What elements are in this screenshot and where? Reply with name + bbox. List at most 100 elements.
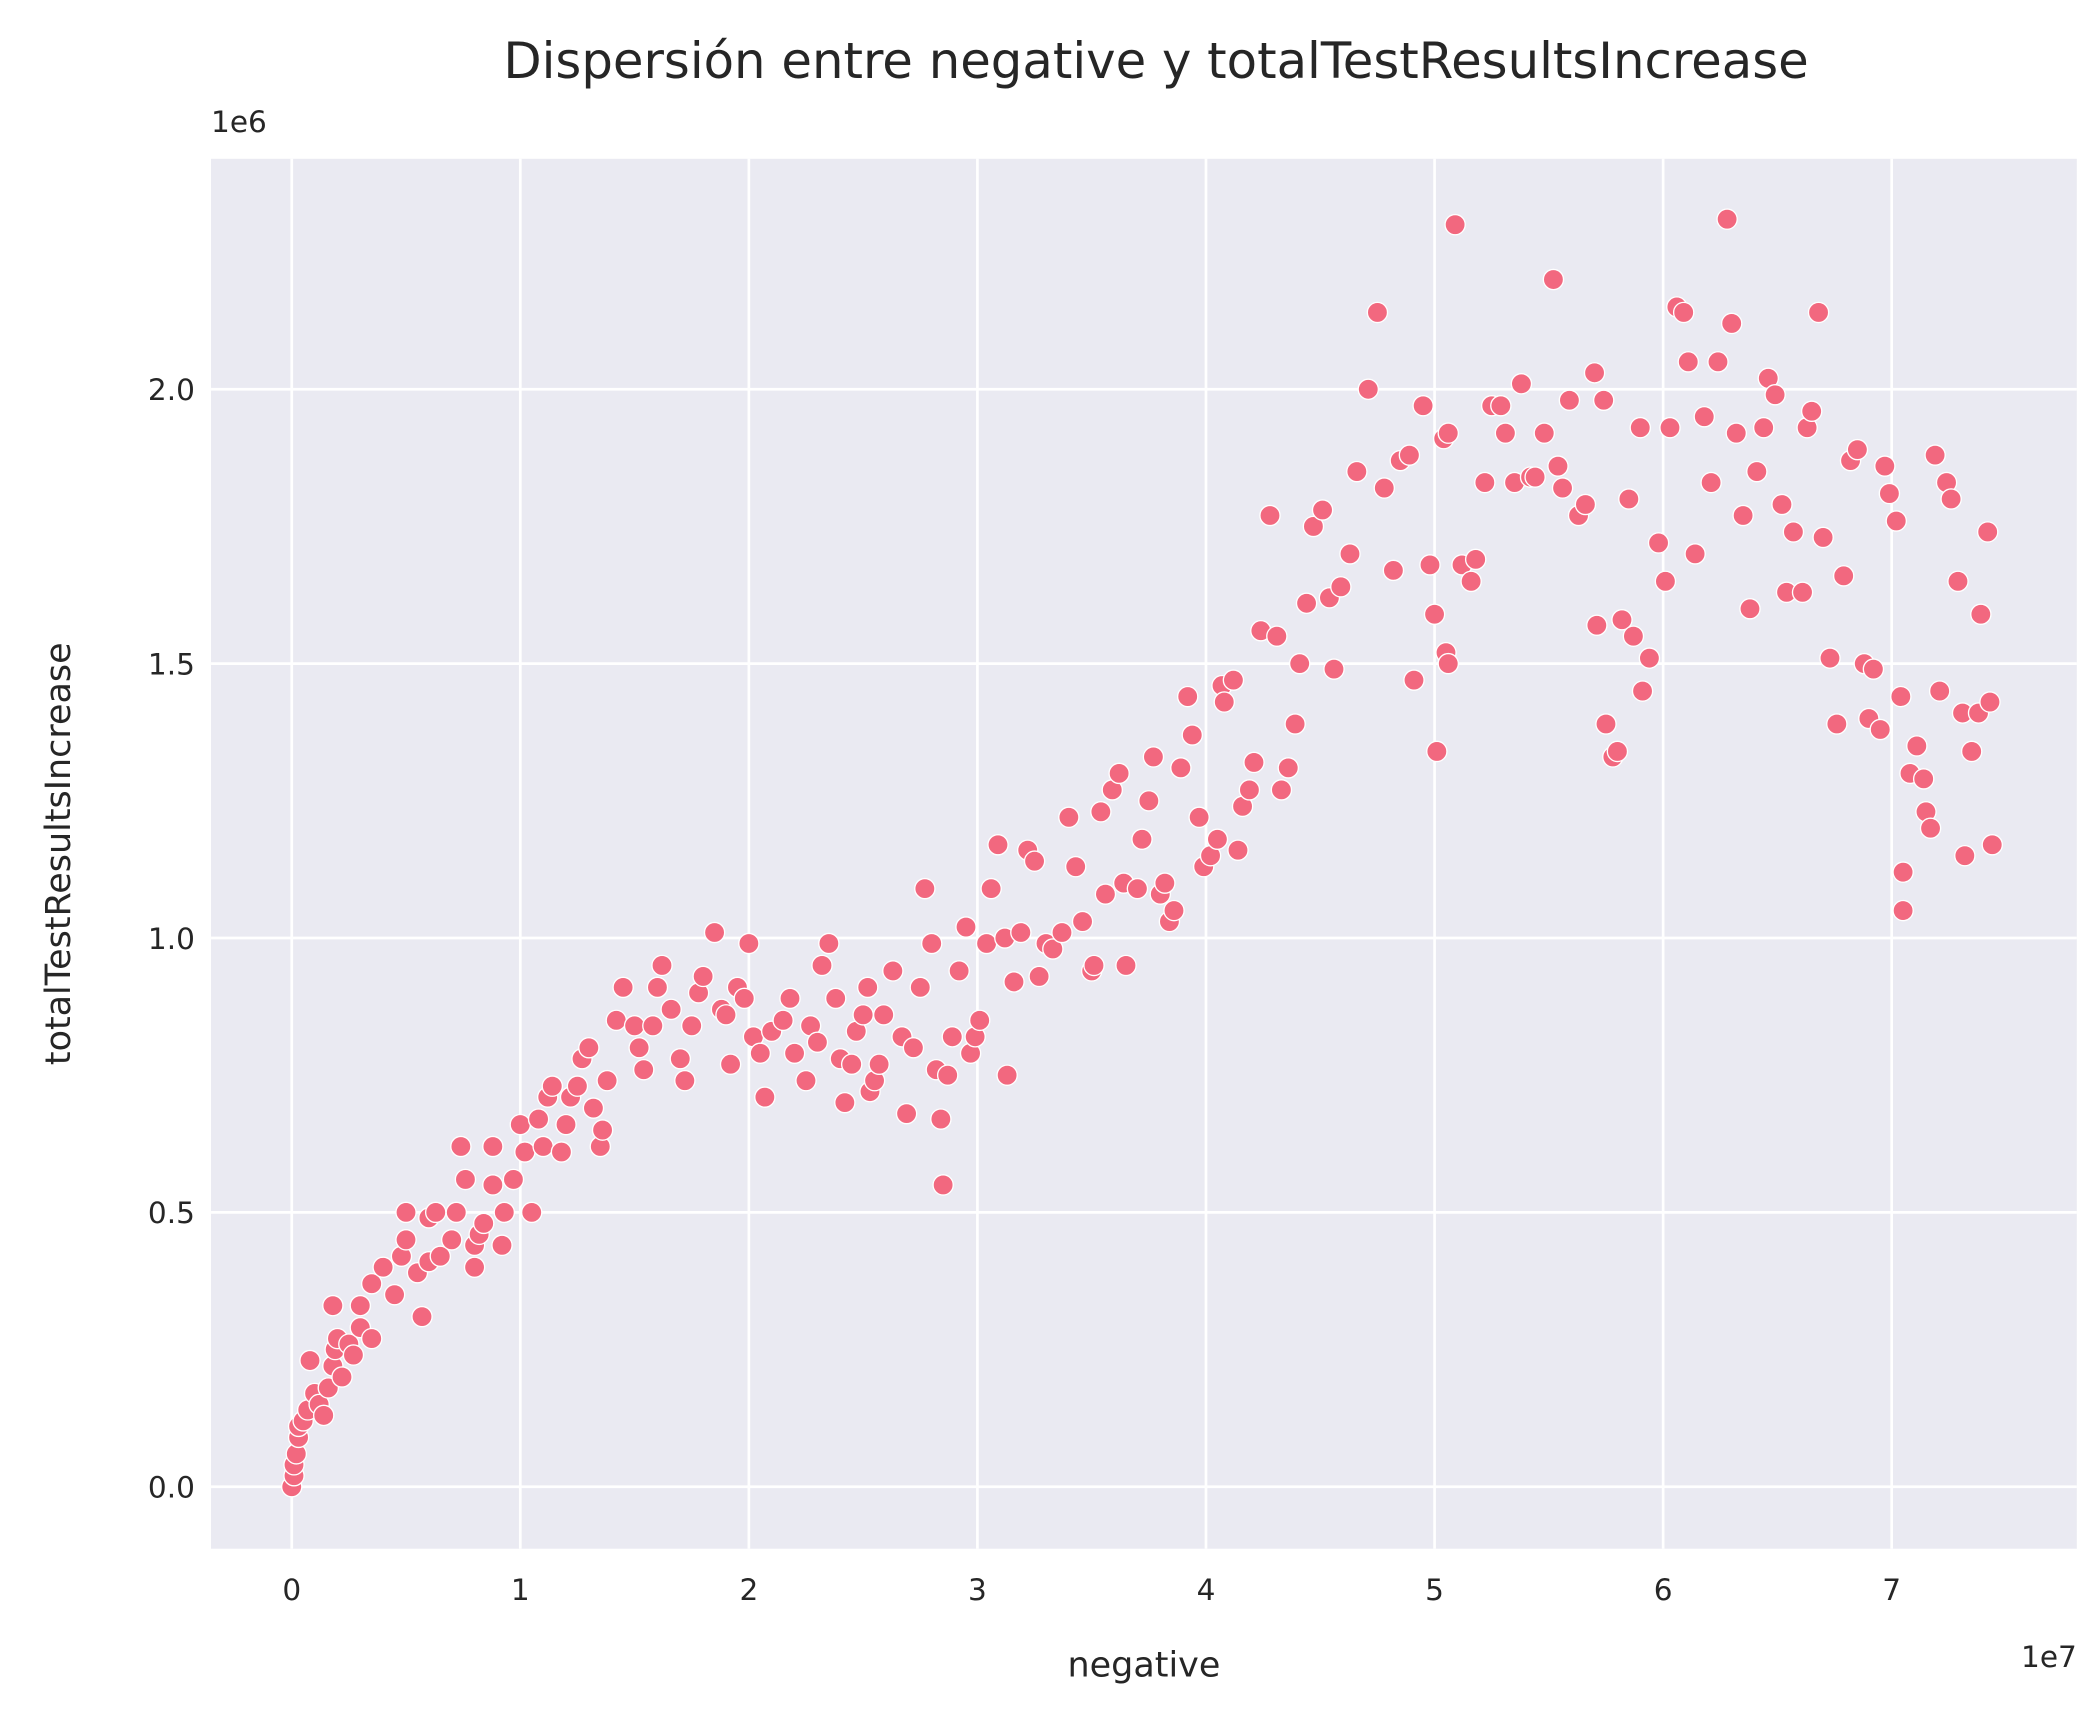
point xyxy=(482,1174,504,1196)
point xyxy=(1826,713,1848,735)
point xyxy=(1720,312,1743,335)
point xyxy=(1846,438,1869,461)
point xyxy=(1940,488,1962,510)
point xyxy=(1874,455,1896,477)
point xyxy=(1812,526,1834,549)
point xyxy=(1725,422,1748,444)
x-tick-label: 3 xyxy=(968,1573,987,1607)
point xyxy=(1323,658,1345,680)
point xyxy=(1595,713,1617,735)
point xyxy=(1437,422,1460,444)
point xyxy=(1547,455,1569,477)
point xyxy=(596,1069,618,1092)
point xyxy=(1970,603,1992,626)
y-tick-label: 1.5 xyxy=(148,647,195,681)
point xyxy=(360,1327,383,1350)
point xyxy=(1892,899,1914,922)
point xyxy=(1437,652,1460,675)
point xyxy=(674,1069,696,1092)
point xyxy=(1684,543,1706,565)
point xyxy=(450,1135,472,1158)
point xyxy=(779,987,801,1010)
point xyxy=(872,1004,895,1026)
point xyxy=(1339,543,1361,565)
point xyxy=(1638,647,1661,669)
point xyxy=(331,1366,353,1388)
x-tick-label: 6 xyxy=(1654,1573,1673,1607)
point xyxy=(1330,576,1352,598)
point xyxy=(975,932,998,955)
point xyxy=(1083,954,1105,977)
point xyxy=(1163,899,1185,922)
point xyxy=(360,1272,383,1295)
point xyxy=(429,1245,452,1268)
point xyxy=(1629,416,1652,439)
point xyxy=(1954,844,1976,867)
point xyxy=(996,1064,1018,1086)
point xyxy=(856,976,879,999)
point xyxy=(1832,565,1855,587)
point xyxy=(1979,691,2001,713)
x-offset-label: 1e7 xyxy=(2021,1640,2077,1674)
point xyxy=(1277,757,1300,779)
point xyxy=(1885,510,1908,532)
point xyxy=(703,921,726,944)
point xyxy=(772,1009,794,1032)
point xyxy=(395,1201,417,1224)
point xyxy=(482,1135,504,1158)
point xyxy=(1622,625,1645,647)
point xyxy=(527,1108,550,1130)
point xyxy=(806,1031,829,1054)
point xyxy=(1592,389,1615,412)
point xyxy=(1366,301,1389,324)
point xyxy=(909,976,932,999)
point xyxy=(1357,378,1380,401)
point xyxy=(882,960,904,982)
point xyxy=(1947,570,1969,593)
point xyxy=(1460,570,1482,593)
point xyxy=(520,1201,543,1224)
point xyxy=(502,1168,525,1191)
point xyxy=(1732,504,1754,527)
point xyxy=(1928,680,1951,702)
point xyxy=(1259,504,1281,527)
point xyxy=(1771,493,1793,516)
point xyxy=(472,1212,495,1235)
point xyxy=(454,1168,477,1191)
point xyxy=(1071,910,1094,933)
point xyxy=(1700,471,1722,494)
point xyxy=(1960,740,1983,763)
point xyxy=(383,1283,406,1306)
point xyxy=(411,1305,433,1328)
point xyxy=(1919,817,1942,840)
y-tick-label: 2.0 xyxy=(148,373,195,407)
point xyxy=(1464,548,1487,571)
point xyxy=(509,1113,532,1136)
point xyxy=(1558,389,1581,412)
point xyxy=(1266,625,1288,647)
point xyxy=(1295,592,1318,615)
point xyxy=(612,976,634,999)
point xyxy=(514,1141,536,1163)
point xyxy=(1188,806,1210,829)
point xyxy=(463,1256,486,1279)
point xyxy=(1542,268,1565,291)
point xyxy=(1892,861,1914,883)
point xyxy=(591,1119,614,1141)
point xyxy=(1490,394,1512,417)
y-tick-label: 0.5 xyxy=(148,1196,195,1230)
point xyxy=(646,976,669,999)
point xyxy=(424,1201,447,1224)
point xyxy=(440,1229,463,1251)
point xyxy=(783,1042,806,1064)
x-axis-label: negative xyxy=(1068,1645,1221,1685)
point xyxy=(1206,828,1229,850)
point xyxy=(1412,394,1434,417)
point xyxy=(632,1058,655,1081)
chart-title: Dispersión entre negative y totalTestRes… xyxy=(503,32,1808,90)
point xyxy=(642,1015,664,1037)
point xyxy=(566,1075,589,1097)
point xyxy=(811,954,833,977)
point xyxy=(948,960,970,982)
